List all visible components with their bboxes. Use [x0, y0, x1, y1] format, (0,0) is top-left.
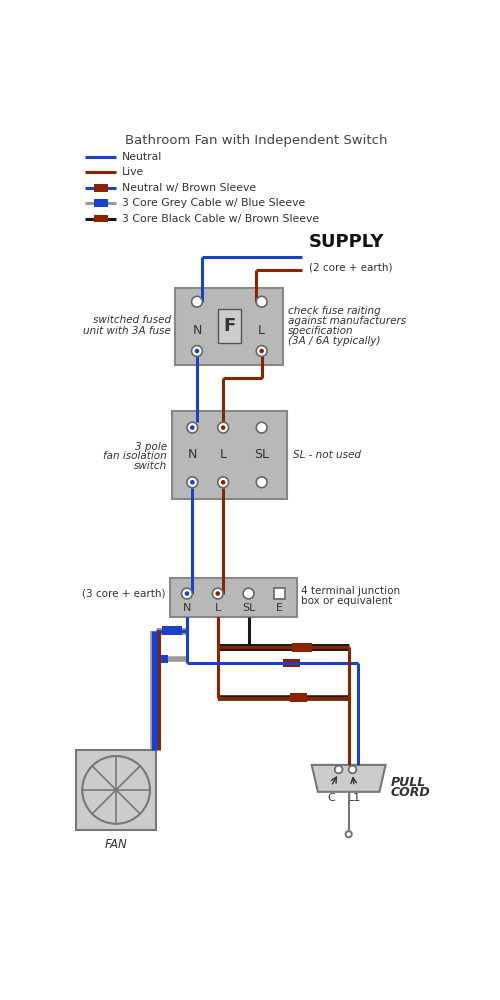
- Text: PULL: PULL: [391, 776, 426, 789]
- Text: L1: L1: [348, 793, 360, 803]
- Text: N: N: [188, 448, 197, 461]
- Bar: [274, 588, 284, 599]
- Bar: [76, 750, 156, 830]
- Circle shape: [218, 477, 228, 488]
- Text: SL: SL: [254, 448, 269, 461]
- Circle shape: [182, 588, 192, 599]
- Bar: [162, 626, 182, 635]
- Bar: [172, 411, 287, 499]
- Text: N: N: [192, 324, 202, 337]
- Text: F: F: [223, 317, 235, 335]
- Text: Neutral w/ Brown Sleeve: Neutral w/ Brown Sleeve: [122, 183, 256, 193]
- Text: against manufacturers: against manufacturers: [288, 316, 406, 326]
- Text: Bathroom Fan with Independent Switch: Bathroom Fan with Independent Switch: [125, 134, 388, 147]
- Text: 4 terminal junction: 4 terminal junction: [302, 586, 400, 596]
- Circle shape: [218, 422, 228, 433]
- Text: L: L: [220, 448, 226, 461]
- Text: unit with 3A fuse: unit with 3A fuse: [83, 326, 171, 336]
- Bar: [218, 309, 241, 343]
- Circle shape: [190, 480, 194, 485]
- Text: 3 pole: 3 pole: [135, 442, 167, 452]
- Text: CORD: CORD: [391, 786, 431, 799]
- Circle shape: [212, 588, 223, 599]
- Text: L: L: [258, 324, 265, 337]
- Bar: [94, 215, 108, 222]
- Bar: [94, 184, 108, 192]
- Circle shape: [256, 296, 267, 307]
- Text: specification: specification: [288, 326, 354, 336]
- Text: E: E: [276, 603, 283, 613]
- Bar: [176, 288, 283, 365]
- Text: box or equivalent: box or equivalent: [302, 596, 392, 606]
- Polygon shape: [312, 765, 386, 792]
- Circle shape: [256, 477, 267, 488]
- Circle shape: [221, 425, 226, 430]
- Bar: [283, 659, 300, 667]
- Circle shape: [256, 346, 267, 356]
- Circle shape: [335, 766, 342, 773]
- Text: C: C: [327, 793, 335, 803]
- Bar: [94, 199, 108, 207]
- Text: SL: SL: [242, 603, 255, 613]
- Bar: [290, 693, 307, 702]
- Circle shape: [192, 296, 202, 307]
- Text: switched fused: switched fused: [92, 315, 171, 325]
- Text: (2 core + earth): (2 core + earth): [308, 262, 392, 272]
- Bar: [170, 578, 296, 617]
- Circle shape: [243, 588, 254, 599]
- Circle shape: [348, 766, 356, 773]
- Circle shape: [187, 477, 198, 488]
- Circle shape: [256, 422, 267, 433]
- Text: 3 Core Black Cable w/ Brown Sleeve: 3 Core Black Cable w/ Brown Sleeve: [122, 214, 318, 224]
- Circle shape: [184, 591, 190, 596]
- Circle shape: [216, 591, 220, 596]
- Text: Live: Live: [122, 167, 144, 177]
- Circle shape: [192, 346, 202, 356]
- Circle shape: [190, 425, 194, 430]
- Circle shape: [221, 480, 226, 485]
- Text: (3 core + earth): (3 core + earth): [82, 589, 165, 599]
- Text: N: N: [183, 603, 191, 613]
- Text: FAN: FAN: [104, 838, 128, 851]
- Circle shape: [260, 349, 264, 353]
- Text: L: L: [214, 603, 221, 613]
- Circle shape: [187, 422, 198, 433]
- Text: Neutral: Neutral: [122, 152, 162, 162]
- Text: switch: switch: [134, 461, 167, 471]
- Text: fan isolation: fan isolation: [103, 451, 167, 461]
- Circle shape: [194, 349, 200, 353]
- Text: (3A / 6A typically): (3A / 6A typically): [288, 336, 380, 346]
- Text: 3 Core Grey Cable w/ Blue Sleeve: 3 Core Grey Cable w/ Blue Sleeve: [122, 198, 305, 208]
- Text: SL - not used: SL - not used: [293, 450, 361, 460]
- Bar: [152, 655, 168, 663]
- Bar: [292, 643, 312, 652]
- Text: SUPPLY: SUPPLY: [308, 233, 384, 251]
- Text: check fuse raiting: check fuse raiting: [288, 306, 380, 316]
